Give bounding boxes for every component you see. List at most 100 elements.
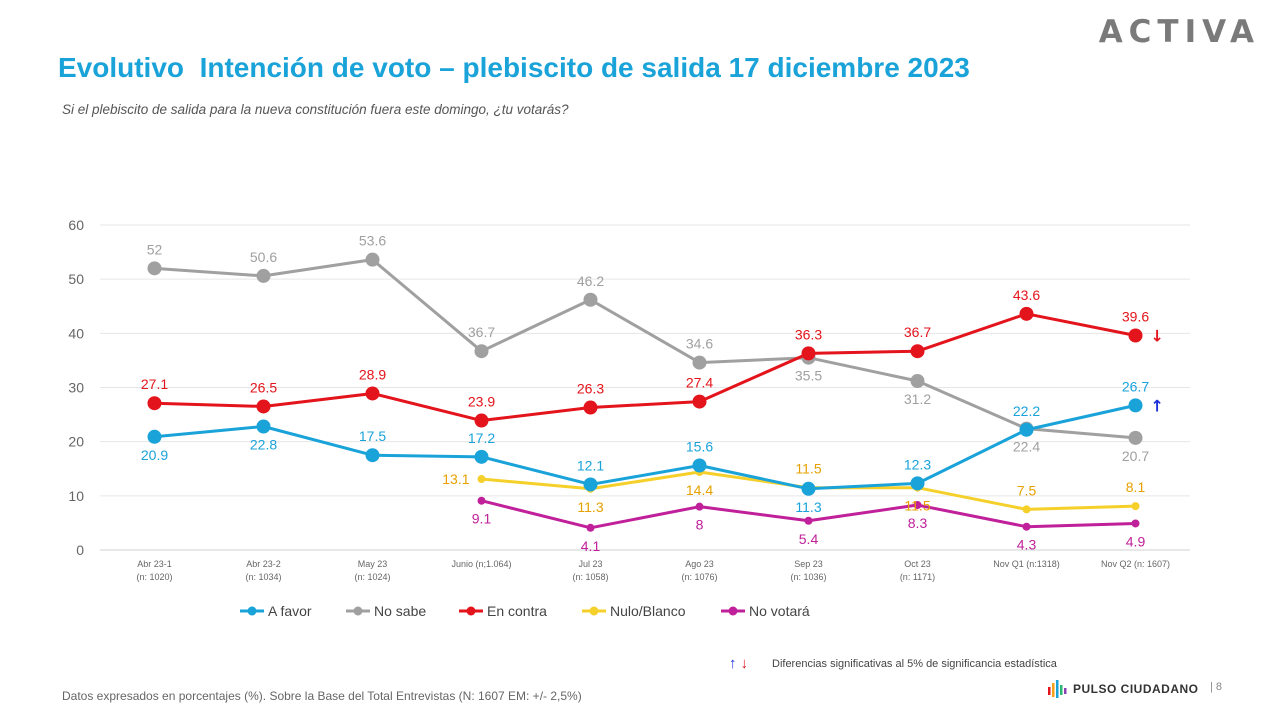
page-number: | 8 (1210, 681, 1223, 693)
data-label-nulo-blanco: 11.5 (795, 461, 821, 477)
data-point-no-votar- (1022, 522, 1031, 531)
data-label-nulo-blanco: 8.1 (1126, 479, 1146, 495)
data-label-a-favor: 17.2 (468, 430, 495, 446)
data-point-en-contra (910, 344, 925, 359)
data-point-no-sabe (692, 355, 707, 370)
y-tick-label: 50 (68, 271, 84, 287)
data-point-a-favor (256, 419, 271, 434)
data-label-no-sabe: 36.7 (468, 324, 495, 340)
x-tick-label: Jul 23 (578, 559, 602, 569)
x-tick-sublabel: (n: 1036) (790, 572, 826, 582)
series-line-en-contra (154, 312, 1136, 423)
legend-swatch-marker (247, 606, 257, 616)
data-point-a-favor (147, 429, 162, 444)
data-point-no-sabe (147, 261, 162, 276)
y-tick-label: 40 (68, 325, 84, 341)
data-label-en-contra: 23.9 (468, 394, 495, 410)
arrow-up-icon: ↑ (1151, 396, 1164, 415)
data-label-en-contra: 39.6 (1122, 309, 1149, 325)
x-tick-label: May 23 (358, 559, 388, 569)
data-point-a-favor (1019, 422, 1034, 437)
legend-label: Nulo/Blanco (610, 603, 686, 619)
data-point-no-votar- (913, 501, 922, 510)
pulso-ciudadano-logo: PULSO CIUDADANO (1047, 679, 1199, 699)
x-tick-sublabel: (n: 1020) (136, 572, 172, 582)
page-title: Evolutivo Intención de voto – plebiscito… (58, 52, 970, 83)
data-point-en-contra (801, 346, 816, 361)
data-label-no-votar-: 8.3 (908, 515, 928, 531)
x-tick-label: Abr 23-2 (246, 559, 281, 569)
data-point-en-contra (365, 386, 380, 401)
data-label-a-favor: 12.3 (904, 456, 931, 472)
data-label-no-sabe: 52 (147, 241, 163, 257)
data-label-nulo-blanco: 11.5 (904, 498, 930, 514)
data-label-a-favor: 20.9 (141, 447, 168, 463)
arrow-down-icon: ↓ (740, 655, 749, 672)
data-label-a-favor: 11.3 (795, 499, 821, 515)
legend-swatch-marker (728, 606, 738, 616)
bars-logo-icon (1048, 680, 1067, 698)
data-point-no-sabe (1128, 430, 1143, 445)
arrow-up-icon: ↑ (729, 655, 737, 672)
data-label-a-favor: 26.7 (1122, 378, 1149, 394)
y-tick-label: 10 (68, 488, 84, 504)
x-tick-sublabel: (n: 1024) (354, 572, 390, 582)
legend-swatch-marker (353, 606, 363, 616)
data-label-en-contra: 26.3 (577, 381, 604, 397)
legend-label: No sabe (374, 603, 426, 619)
data-point-nulo-blanco (1131, 502, 1140, 511)
x-tick-label: Abr 23-1 (137, 559, 172, 569)
data-label-no-sabe: 46.2 (577, 273, 604, 289)
data-label-a-favor: 15.6 (686, 439, 713, 455)
legend-swatch-marker (466, 606, 476, 616)
data-point-en-contra (147, 396, 162, 411)
data-label-en-contra: 36.7 (904, 324, 931, 340)
data-point-no-votar- (804, 516, 813, 525)
legend-swatch-marker (589, 606, 599, 616)
data-label-no-sabe: 31.2 (904, 391, 931, 407)
data-point-a-favor (1128, 398, 1143, 413)
data-label-no-votar-: 4.1 (581, 538, 601, 554)
data-point-no-votar- (1131, 519, 1140, 528)
y-tick-label: 60 (68, 217, 84, 233)
legend-label: En contra (487, 603, 547, 619)
x-tick-sublabel: (n: 1171) (900, 572, 935, 582)
data-label-nulo-blanco: 11.3 (577, 499, 603, 515)
data-point-a-favor (365, 448, 380, 463)
data-point-en-contra (692, 394, 707, 409)
data-label-no-sabe: 20.7 (1122, 448, 1149, 464)
data-label-no-votar-: 4.9 (1126, 533, 1146, 549)
data-label-en-contra: 27.4 (686, 375, 713, 391)
data-label-a-favor: 12.1 (577, 457, 604, 473)
data-label-nulo-blanco: 13.1 (442, 471, 469, 487)
data-point-no-sabe (474, 344, 489, 359)
data-point-no-votar- (477, 496, 486, 505)
data-label-en-contra: 27.1 (141, 376, 168, 392)
data-label-no-votar-: 8 (696, 517, 704, 533)
data-point-a-favor (801, 481, 816, 496)
data-label-a-favor: 22.8 (250, 437, 277, 453)
data-point-no-sabe (256, 268, 271, 283)
significance-note: ↑ ↓ Diferencias significativas al 5% de … (729, 655, 1057, 672)
data-point-en-contra (583, 400, 598, 415)
data-point-a-favor (692, 458, 707, 473)
data-label-no-votar-: 5.4 (799, 531, 819, 547)
data-point-en-contra (1019, 306, 1034, 321)
y-tick-label: 20 (68, 434, 84, 450)
x-tick-sublabel: (n: 1034) (245, 572, 281, 582)
data-label-no-sabe: 34.6 (686, 336, 713, 352)
data-point-a-favor (910, 476, 925, 491)
x-tick-label: Oct 23 (904, 559, 931, 569)
data-label-no-sabe: 53.6 (359, 233, 386, 249)
data-label-en-contra: 26.5 (250, 379, 277, 395)
legend-label: No votará (749, 603, 810, 619)
data-label-no-votar-: 9.1 (472, 511, 492, 527)
activa-logo: ACTIVA (1098, 14, 1260, 50)
data-point-a-favor (583, 477, 598, 492)
data-point-nulo-blanco (477, 475, 486, 484)
data-label-en-contra: 28.9 (359, 366, 386, 382)
data-point-en-contra (474, 413, 489, 428)
data-label-nulo-blanco: 7.5 (1017, 482, 1037, 498)
data-label-a-favor: 17.5 (359, 428, 386, 444)
